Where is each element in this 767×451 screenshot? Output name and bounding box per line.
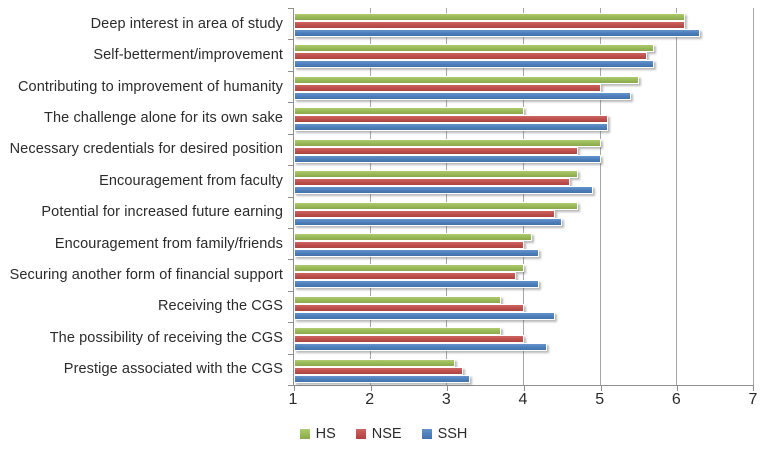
bar-hs-row-7 bbox=[294, 201, 578, 210]
y-axis-tick bbox=[288, 228, 293, 229]
bar-hs-row-8 bbox=[294, 232, 532, 241]
y-axis-tick bbox=[288, 197, 293, 198]
x-axis-label-4: 4 bbox=[518, 391, 528, 408]
category-label: The challenge alone for its own sake bbox=[44, 109, 283, 126]
bar-nse-row-11 bbox=[294, 335, 524, 344]
bar-ssh-row-7 bbox=[294, 217, 563, 226]
bar-ssh-row-1 bbox=[294, 29, 701, 37]
x-axis-label-1: 1 bbox=[288, 391, 298, 408]
legend-swatch-icon bbox=[421, 429, 432, 439]
bar-hs-row-2 bbox=[294, 44, 655, 53]
y-axis-tick bbox=[288, 165, 293, 166]
bar-ssh-row-11 bbox=[294, 343, 547, 352]
bar-ssh-row-3 bbox=[294, 91, 632, 100]
x-axis-label-5: 5 bbox=[595, 391, 605, 408]
category-label: Contributing to improvement of humanity bbox=[17, 78, 283, 95]
gridline-3 bbox=[446, 8, 448, 385]
bar-nse-row-12 bbox=[294, 366, 463, 375]
bar-hs-row-12 bbox=[294, 358, 455, 367]
legend-swatch-icon bbox=[299, 429, 310, 439]
bar-nse-row-5 bbox=[294, 146, 578, 155]
bar-hs-row-1 bbox=[294, 13, 685, 21]
y-axis-tick bbox=[288, 134, 293, 135]
y-axis-tick bbox=[288, 354, 293, 355]
x-axis-label-2: 2 bbox=[365, 391, 375, 408]
bar-hs-row-10 bbox=[294, 295, 501, 304]
bar-nse-row-9 bbox=[294, 272, 517, 281]
x-axis-tick bbox=[524, 386, 525, 391]
y-axis-tick bbox=[288, 102, 293, 103]
y-axis-tick bbox=[288, 259, 293, 260]
category-label: The possibility of receiving the CGS bbox=[49, 329, 283, 346]
category-label: Securing another form of financial suppo… bbox=[9, 267, 283, 284]
bar-nse-row-2 bbox=[294, 52, 647, 61]
x-axis-label-7: 7 bbox=[748, 391, 758, 408]
legend-item-ssh: SSH bbox=[421, 426, 468, 442]
category-label: Prestige associated with the CGS bbox=[63, 361, 283, 378]
legend-label: HS bbox=[315, 426, 336, 442]
bar-ssh-row-2 bbox=[294, 60, 655, 69]
gridline-5 bbox=[599, 8, 601, 385]
bar-nse-row-10 bbox=[294, 303, 524, 312]
bar-ssh-row-6 bbox=[294, 186, 593, 195]
bar-ssh-row-10 bbox=[294, 311, 555, 320]
category-label: Receiving the CGS bbox=[157, 298, 283, 315]
plot-area bbox=[288, 8, 754, 391]
x-axis-tick bbox=[753, 386, 754, 391]
bar-ssh-row-8 bbox=[294, 248, 540, 257]
bar-ssh-row-5 bbox=[294, 154, 601, 163]
category-label: Encouragement from family/friends bbox=[54, 235, 283, 252]
legend: HS NSE SSH bbox=[0, 426, 767, 442]
category-label: Necessary credentials for desired positi… bbox=[9, 141, 283, 158]
x-axis-label-3: 3 bbox=[441, 391, 451, 408]
bar-ssh-row-9 bbox=[294, 280, 540, 289]
category-label: Potential for increased future earning bbox=[41, 204, 283, 221]
x-axis-tick bbox=[600, 386, 602, 391]
gridline-2 bbox=[369, 8, 371, 385]
x-axis-tick bbox=[447, 386, 449, 391]
legend-item-nse: NSE bbox=[355, 426, 402, 442]
bar-hs-row-5 bbox=[294, 138, 601, 147]
y-axis-tick bbox=[288, 39, 293, 40]
bar-nse-row-1 bbox=[294, 21, 685, 29]
legend-label: SSH bbox=[437, 426, 468, 442]
category-label: Encouragement from faculty bbox=[99, 172, 283, 189]
x-axis-tick bbox=[677, 386, 679, 391]
y-axis-tick bbox=[288, 322, 293, 323]
x-axis-label-6: 6 bbox=[671, 391, 681, 408]
bar-nse-row-6 bbox=[294, 178, 570, 187]
y-axis-tick bbox=[288, 71, 293, 72]
legend-label: NSE bbox=[371, 426, 402, 442]
bar-nse-row-7 bbox=[294, 209, 555, 218]
bar-ssh-row-12 bbox=[294, 374, 471, 383]
gridline-6 bbox=[676, 8, 678, 385]
legend-item-hs: HS bbox=[299, 426, 336, 442]
bar-hs-row-9 bbox=[294, 264, 524, 273]
bar-nse-row-3 bbox=[294, 83, 601, 92]
category-label: Deep interest in area of study bbox=[90, 15, 283, 32]
y-axis-tick bbox=[288, 291, 293, 292]
legend-swatch-icon bbox=[355, 429, 366, 439]
gridline-7 bbox=[753, 8, 754, 385]
x-axis-tick bbox=[370, 386, 372, 391]
bar-nse-row-4 bbox=[294, 115, 609, 124]
bar-hs-row-11 bbox=[294, 327, 501, 336]
bar-hs-row-6 bbox=[294, 170, 578, 179]
bar-nse-row-8 bbox=[294, 240, 524, 249]
category-label: Self-betterment/improvement bbox=[93, 47, 283, 64]
y-axis-tick bbox=[288, 385, 293, 386]
y-axis-tick bbox=[288, 8, 293, 9]
bar-hs-row-3 bbox=[294, 75, 639, 84]
bar-ssh-row-4 bbox=[294, 123, 609, 132]
bar-hs-row-4 bbox=[294, 107, 524, 116]
x-axis-tick bbox=[294, 386, 295, 391]
gridline-4 bbox=[523, 8, 524, 385]
